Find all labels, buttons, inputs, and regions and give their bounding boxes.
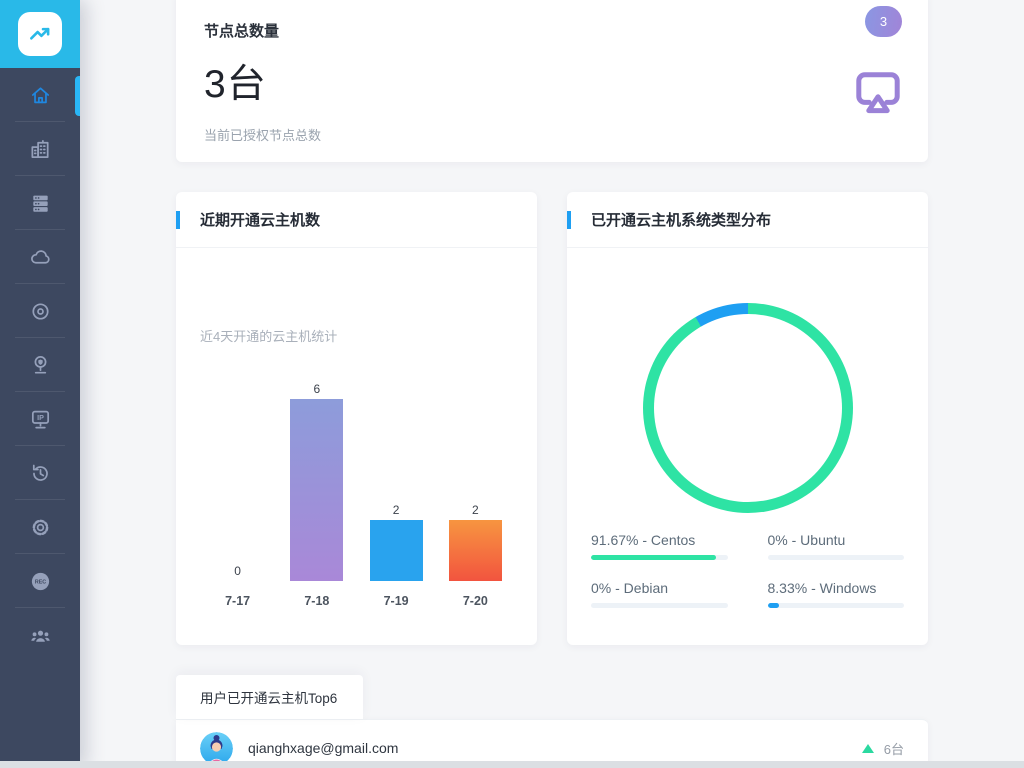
sidebar-item-history[interactable] [0,446,80,500]
home-icon [29,84,52,107]
sidebar-item-servers[interactable] [0,176,80,230]
bar-x-label: 7-17 [225,594,251,608]
legend-label: 8.33% - Windows [767,580,877,596]
app-logo[interactable] [0,0,80,68]
bar-x-label: 7-19 [383,594,409,608]
sidebar-item-recording[interactable]: REC [0,554,80,608]
bar-card-title: 近期开通云主机数 [200,212,321,229]
sidebar-item-location[interactable] [0,338,80,392]
rec-icon: REC [29,570,52,593]
bar-card-header: 近期开通云主机数 [176,192,537,248]
user-email: qianghxage@gmail.com [248,740,399,756]
horizontal-scrollbar[interactable] [0,761,1024,768]
trending-up-icon [18,12,62,56]
donut-chart [642,303,853,513]
count-badge: 3 [865,6,902,37]
legend-track [767,603,904,608]
legend-fill [591,555,717,560]
main-content: 节点总数量 3台 当前已授权节点总数 3 近期开通云主机数 [80,0,1024,768]
bar-value-label: 2 [392,503,400,517]
bar [369,520,423,581]
bar-value-label: 2 [472,503,479,517]
sidebar-item-settings[interactable] [0,500,80,554]
sidebar: IP REC [0,0,80,768]
donut-hole [653,314,842,502]
sidebar-nav: IP REC [0,68,80,662]
bar-chart-card: 近期开通云主机数 近4天开通的云主机统计 0 7-17 6 7-18 2 7-19 2 7-2… [176,192,537,645]
donut-card-title: 已开通云主机系统类型分布 [591,212,772,229]
donut-legend: 91.67% - Centos 0% - Ubuntu 0% - Debian 8.3… [567,532,928,608]
bar-column: 2 7-19 [357,381,436,608]
donut-chart-card: 已开通云主机系统类型分布 91.67% - Centos 0% - Ubuntu 0… [567,192,928,645]
legend-track [591,603,728,608]
host-count: 6台 [883,741,904,757]
legend-track [767,555,904,560]
bar-value-label: 0 [234,564,241,578]
top6-rows: qianghxage@gmail.com 6台 [176,720,928,768]
cloud-icon [29,246,52,269]
bar-x-label: 7-20 [462,594,488,608]
legend-label: 0% - Debian [591,580,669,596]
sidebar-item-users[interactable] [0,608,80,662]
bar-column: 0 7-17 [198,381,277,608]
svg-text:REC: REC [34,579,45,585]
top6-card: qianghxage@gmail.com 6台 [176,719,928,768]
bar-card-subtitle: 近4天开通的云主机统计 [200,329,338,344]
stat-title: 节点总数量 [204,23,280,40]
top6-row: qianghxage@gmail.com 6台 [176,720,928,768]
header-accent [176,211,180,229]
legend-item: 91.67% - Centos [591,532,728,560]
bar [290,399,344,581]
sidebar-item-images[interactable] [0,284,80,338]
user-avatar [200,731,233,765]
svg-text:IP: IP [37,413,44,421]
sidebar-item-home[interactable] [0,68,80,122]
airplay-icon [854,70,902,121]
active-indicator [75,76,80,116]
map-pin-shield-icon [29,354,52,377]
legend-track [591,555,728,560]
disc-icon [29,300,52,323]
charts-row: 近期开通云主机数 近4天开通的云主机统计 0 7-17 6 7-18 2 7-19 2 7-2… [176,192,928,645]
stat-value: 3台 [204,63,267,106]
legend-item: 0% - Debian [591,580,728,608]
server-rack-icon [29,192,52,215]
legend-label: 91.67% - Centos [591,532,696,548]
stat-card-total-nodes: 节点总数量 3台 当前已授权节点总数 3 [176,0,928,162]
donut-card-header: 已开通云主机系统类型分布 [567,192,928,248]
stat-subtitle: 当前已授权节点总数 [204,128,322,143]
bar-column: 6 7-18 [277,381,356,608]
bar-value-label: 6 [313,382,321,396]
tab-top6[interactable]: 用户已开通云主机Top6 [176,675,364,719]
users-icon [29,624,52,647]
trend-up-icon [861,743,874,753]
gear-icon [29,516,52,539]
legend-item: 8.33% - Windows [767,580,904,608]
bar-column: 2 7-20 [436,381,515,608]
bar [448,520,502,581]
history-icon [29,462,52,485]
sidebar-item-ip[interactable]: IP [0,392,80,446]
header-accent [567,211,571,229]
bar-chart: 0 7-17 6 7-18 2 7-19 2 7-20 [176,381,537,608]
ip-monitor-icon: IP [29,408,52,431]
legend-item: 0% - Ubuntu [767,532,904,560]
sidebar-item-cloud[interactable] [0,230,80,284]
top6-section: 用户已开通云主机Top6 qianghxage@gmail.com 6台 [176,675,928,768]
legend-label: 0% - Ubuntu [767,532,846,548]
bar-x-label: 7-18 [304,594,330,608]
sidebar-item-organization[interactable] [0,122,80,176]
legend-fill [767,603,779,608]
building-icon [29,138,52,161]
